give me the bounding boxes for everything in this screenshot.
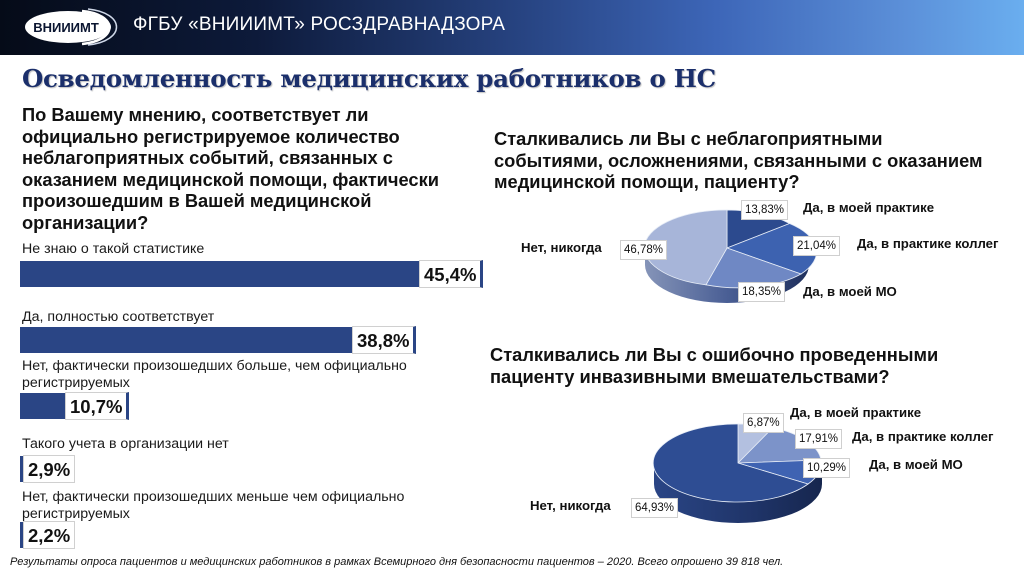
pie-chart-2: [652, 423, 822, 523]
bar-label: Нет, фактически произошедших меньше чем …: [22, 489, 405, 522]
pie1-slice-label: Да, в моей МО: [803, 284, 897, 299]
header-banner: ВНИИИМТ ФГБУ «ВНИИИМТ» РОСЗДРАВНАДЗОРА: [0, 0, 1024, 55]
pie1-value-label: 46,78%: [620, 240, 668, 260]
bar-label: Не знаю о такой статистике: [22, 241, 205, 257]
right-question-2: Сталкивались ли Вы с ошибочно проведенны…: [490, 344, 939, 387]
pie1-value-label: 21,04%: [793, 236, 841, 256]
bar: [20, 522, 23, 548]
bar-value: 45,4%: [419, 260, 484, 288]
bar: [20, 393, 66, 419]
pie2-slice-label: Да, в моей МО: [869, 457, 963, 472]
right-question-1: Сталкивались ли Вы с неблагоприятными со…: [494, 128, 983, 192]
bar-label: Да, полностью соответствует: [22, 309, 215, 325]
pie-chart-1: [644, 209, 818, 303]
left-question: По Вашему мнению, соответствует ли офици…: [22, 104, 439, 233]
pie1-slice-label: Да, в моей практике: [803, 200, 935, 215]
bar: [20, 327, 354, 353]
pie2-value-label: 10,29%: [803, 458, 851, 478]
pie2-slice-label: Нет, никогда: [530, 498, 611, 513]
bar-value: 2,2%: [23, 521, 76, 549]
pie2-value-label: 6,87%: [743, 413, 784, 433]
bar-value: 38,8%: [352, 326, 417, 354]
bar: [20, 456, 23, 482]
vniiimt-logo-icon: ВНИИИМТ: [25, 8, 118, 46]
bar-value: 2,9%: [23, 455, 76, 483]
pie1-value-label: 18,35%: [738, 282, 786, 302]
page-title: Осведомленность медицинских работников о…: [22, 64, 716, 93]
pie1-slice-label: Нет, никогда: [521, 240, 602, 255]
bar-label: Нет, фактически произошедших больше, чем…: [22, 358, 407, 391]
pie2-slice-label: Да, в практике коллег: [852, 429, 994, 444]
pie2-slice-label: Да, в моей практике: [790, 405, 922, 420]
footer-note: Результаты опроса пациентов и медицински…: [10, 556, 784, 568]
pie2-value-label: 17,91%: [795, 429, 843, 449]
bar: [20, 261, 422, 287]
pie2-value-label: 64,93%: [631, 498, 679, 518]
bar-value: 10,7%: [65, 392, 130, 420]
bar-label: Такого учета в организации нет: [22, 436, 229, 452]
svg-text:ВНИИИМТ: ВНИИИМТ: [33, 20, 99, 35]
pie1-slice-label: Да, в практике коллег: [857, 236, 999, 251]
org-title: ФГБУ «ВНИИИМТ» РОСЗДРАВНАДЗОРА: [133, 14, 506, 35]
pie1-value-label: 13,83%: [741, 200, 789, 220]
